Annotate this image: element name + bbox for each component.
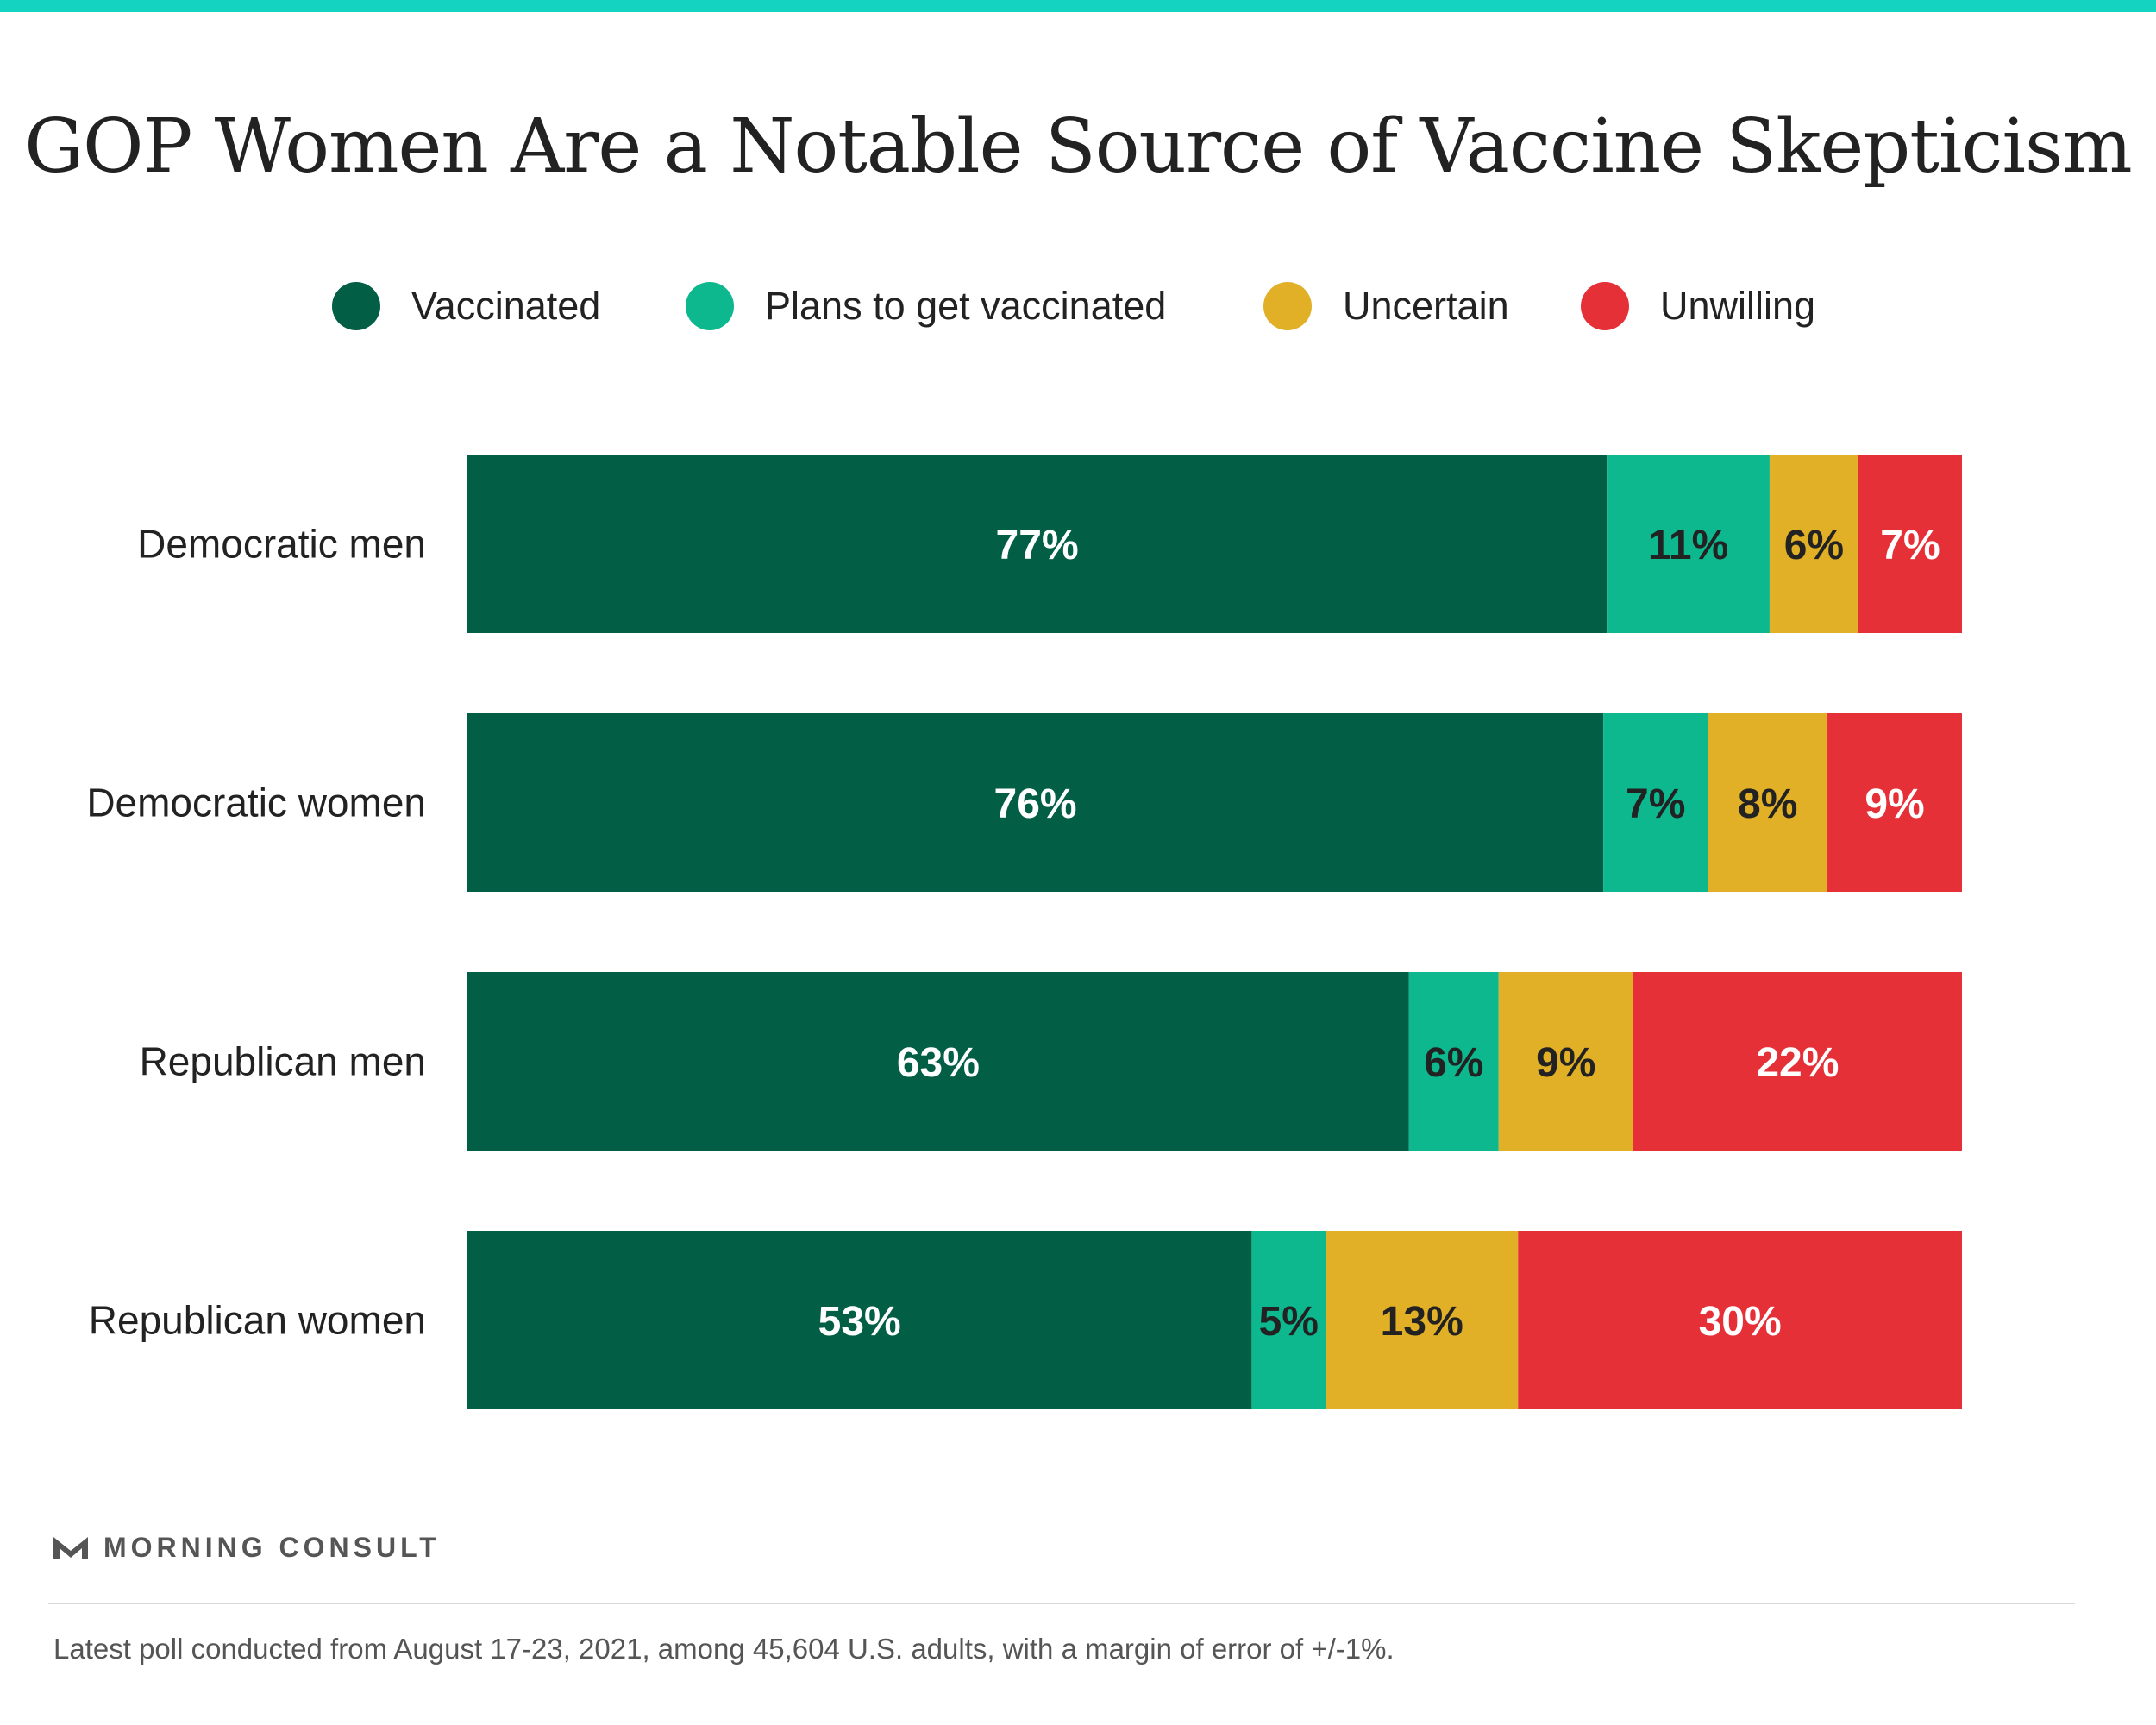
- data-label-democratic-women-plans-to-get-vaccinated: 7%: [1626, 781, 1685, 827]
- brand-name: MORNING CONSULT: [103, 1532, 441, 1563]
- bar-segment-democratic-women-uncertain: [1708, 713, 1828, 892]
- legend-swatch-uncertain: [1263, 282, 1312, 330]
- legend-label-uncertain: Uncertain: [1343, 284, 1509, 328]
- bar-segment-democratic-men-plans-to-get-vaccinated: [1607, 455, 1770, 633]
- legend-swatch-vaccinated: [332, 282, 380, 330]
- bar-segment-republican-women-uncertain: [1326, 1231, 1519, 1409]
- legend-swatch-plans: [686, 282, 734, 330]
- data-label-republican-men-unwilling: 22%: [1756, 1040, 1839, 1086]
- data-label-republican-women-plans-to-get-vaccinated: 5%: [1259, 1299, 1319, 1345]
- data-label-democratic-men-vaccinated: 77%: [996, 523, 1079, 568]
- bar-segment-republican-men-plans-to-get-vaccinated: [1408, 972, 1499, 1151]
- bar-segment-democratic-men-vaccinated: [467, 455, 1608, 633]
- category-label-democratic-women: Democratic women: [86, 781, 426, 825]
- legend-item-unwilling: Unwilling: [1581, 276, 1815, 336]
- data-label-republican-women-vaccinated: 53%: [818, 1299, 901, 1345]
- legend-item-uncertain: Uncertain: [1263, 276, 1509, 336]
- data-label-republican-women-uncertain: 13%: [1381, 1299, 1463, 1345]
- data-label-republican-men-vaccinated: 63%: [897, 1040, 980, 1086]
- top-accent-bar: [0, 0, 2156, 12]
- category-label-republican-women: Republican women: [89, 1298, 426, 1343]
- category-label-democratic-men: Democratic men: [137, 522, 426, 567]
- chart-title: GOP Women Are a Notable Source of Vaccin…: [24, 104, 2132, 190]
- footnote: Latest poll conducted from August 17-23,…: [53, 1633, 1395, 1665]
- legend-item-plans: Plans to get vaccinated: [686, 276, 1166, 336]
- data-label-democratic-women-unwilling: 9%: [1865, 781, 1924, 827]
- bar-segment-republican-women-plans-to-get-vaccinated: [1251, 1231, 1326, 1409]
- morning-consult-logo-icon: [53, 1536, 88, 1559]
- bar-segment-democratic-men-uncertain: [1769, 455, 1858, 633]
- footer-divider: [48, 1603, 2075, 1604]
- data-label-democratic-women-uncertain: 8%: [1738, 781, 1797, 827]
- bar-segment-democratic-women-vaccinated: [467, 713, 1604, 892]
- legend-item-vaccinated: Vaccinated: [332, 276, 600, 336]
- data-label-republican-men-uncertain: 9%: [1536, 1040, 1595, 1086]
- legend-swatch-unwilling: [1581, 282, 1629, 330]
- data-label-republican-women-unwilling: 30%: [1699, 1299, 1782, 1345]
- bar-segment-democratic-women-unwilling: [1827, 713, 1962, 892]
- bar-segment-republican-men-uncertain: [1498, 972, 1633, 1151]
- data-label-republican-men-plans-to-get-vaccinated: 6%: [1424, 1040, 1483, 1086]
- bar-segment-republican-men-vaccinated: [467, 972, 1409, 1151]
- category-label-republican-men: Republican men: [140, 1039, 426, 1084]
- legend: Vaccinated Plans to get vaccinated Uncer…: [0, 276, 2156, 336]
- data-label-democratic-men-unwilling: 7%: [1880, 523, 1940, 568]
- data-label-democratic-men-plans-to-get-vaccinated: 11%: [1648, 523, 1728, 568]
- data-label-democratic-men-uncertain: 6%: [1784, 523, 1844, 568]
- bar-segment-republican-women-unwilling: [1518, 1231, 1962, 1409]
- bar-segment-democratic-women-plans-to-get-vaccinated: [1603, 713, 1708, 892]
- brand-logo: MORNING CONSULT: [53, 1532, 441, 1564]
- bar-segment-republican-women-vaccinated: [467, 1231, 1252, 1409]
- legend-label-unwilling: Unwilling: [1660, 284, 1816, 328]
- bar-segment-republican-men-unwilling: [1633, 972, 1962, 1151]
- legend-label-vaccinated: Vaccinated: [411, 284, 601, 328]
- data-label-democratic-women-vaccinated: 76%: [994, 781, 1077, 827]
- legend-label-plans: Plans to get vaccinated: [765, 284, 1167, 328]
- bar-segment-democratic-men-unwilling: [1858, 455, 1962, 633]
